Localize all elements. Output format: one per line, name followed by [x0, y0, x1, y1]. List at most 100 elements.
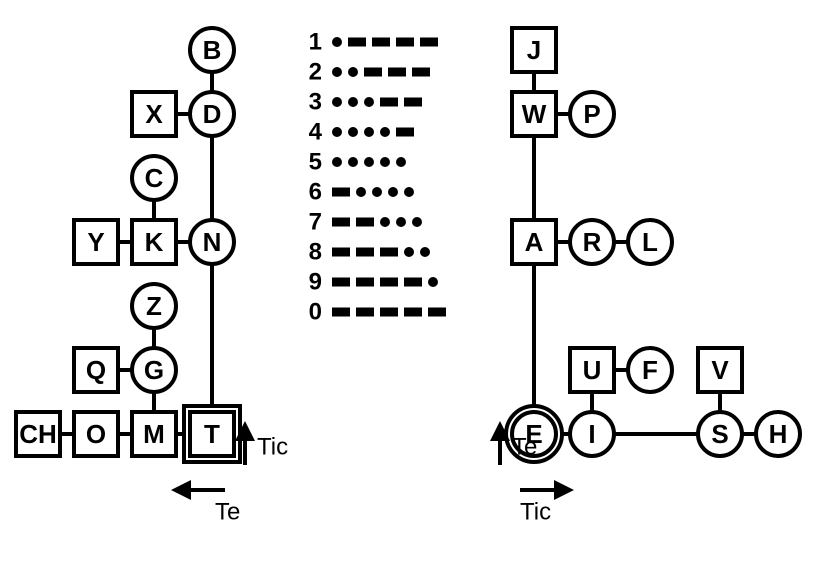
- node-O-label: O: [86, 419, 106, 449]
- node-K: K: [132, 220, 176, 264]
- morse-dash: [364, 68, 382, 77]
- axis-label-Te-2: Te: [512, 434, 537, 461]
- node-M: M: [132, 412, 176, 456]
- morse-dot: [380, 157, 390, 167]
- node-Z: Z: [132, 284, 176, 328]
- node-W-label: W: [522, 99, 547, 129]
- node-P-label: P: [583, 99, 600, 129]
- node-L: L: [628, 220, 672, 264]
- morse-dash: [380, 98, 398, 107]
- morse-dash: [380, 308, 398, 317]
- morse-dot: [364, 157, 374, 167]
- node-B: B: [190, 28, 234, 72]
- node-J-label: J: [527, 35, 541, 65]
- node-V: V: [698, 348, 742, 392]
- morse-dash: [332, 248, 350, 257]
- morse-dot: [348, 97, 358, 107]
- digit-2-label: 2: [309, 59, 322, 86]
- node-D: D: [190, 92, 234, 136]
- node-G: G: [132, 348, 176, 392]
- morse-dot: [348, 67, 358, 77]
- node-G-label: G: [144, 355, 164, 385]
- morse-dash: [356, 278, 374, 287]
- node-M-label: M: [143, 419, 165, 449]
- node-F: F: [628, 348, 672, 392]
- axis-label-Tic-0: Tic: [257, 434, 288, 461]
- node-H-label: H: [769, 419, 788, 449]
- morse-dot: [332, 67, 342, 77]
- node-U: U: [570, 348, 614, 392]
- morse-dash: [388, 68, 406, 77]
- node-A-label: A: [525, 227, 544, 257]
- node-D-label: D: [203, 99, 222, 129]
- node-H: H: [756, 412, 800, 456]
- node-Z-label: Z: [146, 291, 162, 321]
- morse-dot: [372, 187, 382, 197]
- node-CH: CH: [16, 412, 60, 456]
- node-X: X: [132, 92, 176, 136]
- node-V-label: V: [711, 355, 729, 385]
- morse-dot: [348, 157, 358, 167]
- morse-dash: [412, 68, 430, 77]
- morse-dot: [404, 247, 414, 257]
- node-O: O: [74, 412, 118, 456]
- morse-dash: [428, 308, 446, 317]
- morse-dot: [348, 127, 358, 137]
- node-J: J: [512, 28, 556, 72]
- morse-dot: [396, 217, 406, 227]
- morse-dash: [372, 38, 390, 47]
- morse-dot: [332, 157, 342, 167]
- digit-8-label: 8: [309, 239, 322, 266]
- digit-5-label: 5: [309, 149, 322, 176]
- axis-label-Te-1: Te: [215, 499, 240, 526]
- node-CH-label: CH: [19, 419, 57, 449]
- node-X-label: X: [145, 99, 163, 129]
- morse-dash: [332, 308, 350, 317]
- digit-6-label: 6: [309, 179, 322, 206]
- morse-dash: [396, 38, 414, 47]
- morse-dot: [404, 187, 414, 197]
- node-S-label: S: [711, 419, 728, 449]
- node-Q-label: Q: [86, 355, 106, 385]
- morse-dot: [380, 217, 390, 227]
- morse-dot: [428, 277, 438, 287]
- node-T: T: [184, 406, 240, 462]
- digit-table: 1234567890: [309, 29, 446, 326]
- digit-3-label: 3: [309, 89, 322, 116]
- node-L-label: L: [642, 227, 658, 257]
- morse-tree-diagram: BDXCNKYZGQTMOCHJWPARLUFVEISH1234567890Ti…: [0, 0, 836, 569]
- nodes: BDXCNKYZGQTMOCHJWPARLUFVEISH: [16, 28, 800, 462]
- node-A: A: [512, 220, 556, 264]
- morse-dot: [420, 247, 430, 257]
- morse-dash: [332, 188, 350, 197]
- morse-dot: [396, 157, 406, 167]
- morse-dash: [348, 38, 366, 47]
- morse-dash: [356, 308, 374, 317]
- node-R: R: [570, 220, 614, 264]
- morse-dot: [332, 127, 342, 137]
- morse-dash: [404, 278, 422, 287]
- morse-dash: [356, 218, 374, 227]
- node-R-label: R: [583, 227, 602, 257]
- node-U-label: U: [583, 355, 602, 385]
- morse-dot: [332, 97, 342, 107]
- node-B-label: B: [203, 35, 222, 65]
- node-S: S: [698, 412, 742, 456]
- digit-9-label: 9: [309, 269, 322, 296]
- node-T-label: T: [204, 419, 220, 449]
- morse-dash: [404, 308, 422, 317]
- morse-dash: [332, 218, 350, 227]
- morse-dot: [356, 187, 366, 197]
- morse-dot: [388, 187, 398, 197]
- node-P: P: [570, 92, 614, 136]
- digit-7-label: 7: [309, 209, 322, 236]
- morse-dash: [404, 98, 422, 107]
- morse-dash: [420, 38, 438, 47]
- morse-dash: [332, 278, 350, 287]
- node-Y-label: Y: [87, 227, 104, 257]
- node-I-label: I: [588, 419, 595, 449]
- morse-dash: [356, 248, 374, 257]
- node-K-label: K: [145, 227, 164, 257]
- node-W: W: [512, 92, 556, 136]
- digit-1-label: 1: [309, 29, 322, 56]
